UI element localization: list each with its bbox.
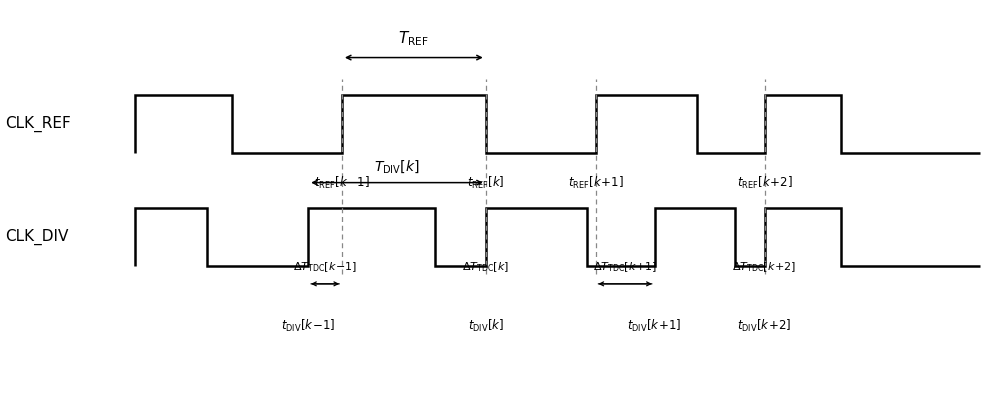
Text: $t_{\mathrm{DIV}}[k\!+\!1]$: $t_{\mathrm{DIV}}[k\!+\!1]$ — [627, 318, 682, 334]
Text: $t_{\mathrm{REF}}[k\!-\!1]$: $t_{\mathrm{REF}}[k\!-\!1]$ — [314, 175, 370, 191]
Text: CLK_REF: CLK_REF — [5, 116, 71, 132]
Text: CLK_DIV: CLK_DIV — [5, 229, 68, 245]
Text: $\Delta T_{\mathrm{TDC}}[k\!-\!1]$: $\Delta T_{\mathrm{TDC}}[k\!-\!1]$ — [293, 260, 357, 274]
Text: $t_{\mathrm{DIV}}[k\!+\!2]$: $t_{\mathrm{DIV}}[k\!+\!2]$ — [737, 318, 792, 334]
Text: $t_{\mathrm{DIV}}[k\!-\!1]$: $t_{\mathrm{DIV}}[k\!-\!1]$ — [281, 318, 335, 334]
Text: $\Delta T_{\mathrm{TDC}}[k]$: $\Delta T_{\mathrm{TDC}}[k]$ — [462, 260, 509, 274]
Text: $\Delta T_{\mathrm{TDC}}[k\!+\!2]$: $\Delta T_{\mathrm{TDC}}[k\!+\!2]$ — [732, 260, 797, 274]
Text: $\Delta T_{\mathrm{TDC}}[k\!+\!1]$: $\Delta T_{\mathrm{TDC}}[k\!+\!1]$ — [593, 260, 657, 274]
Text: $t_{\mathrm{REF}}[k\!+\!2]$: $t_{\mathrm{REF}}[k\!+\!2]$ — [737, 175, 792, 191]
Text: $t_{\mathrm{REF}}[k\!+\!1]$: $t_{\mathrm{REF}}[k\!+\!1]$ — [568, 175, 623, 191]
Text: $t_{\mathrm{REF}}[k]$: $t_{\mathrm{REF}}[k]$ — [467, 175, 504, 191]
Text: $T_{\mathrm{REF}}$: $T_{\mathrm{REF}}$ — [398, 29, 429, 48]
Text: $t_{\mathrm{DIV}}[k]$: $t_{\mathrm{DIV}}[k]$ — [468, 318, 504, 334]
Text: $T_{\mathrm{DIV}}[k]$: $T_{\mathrm{DIV}}[k]$ — [374, 159, 420, 175]
